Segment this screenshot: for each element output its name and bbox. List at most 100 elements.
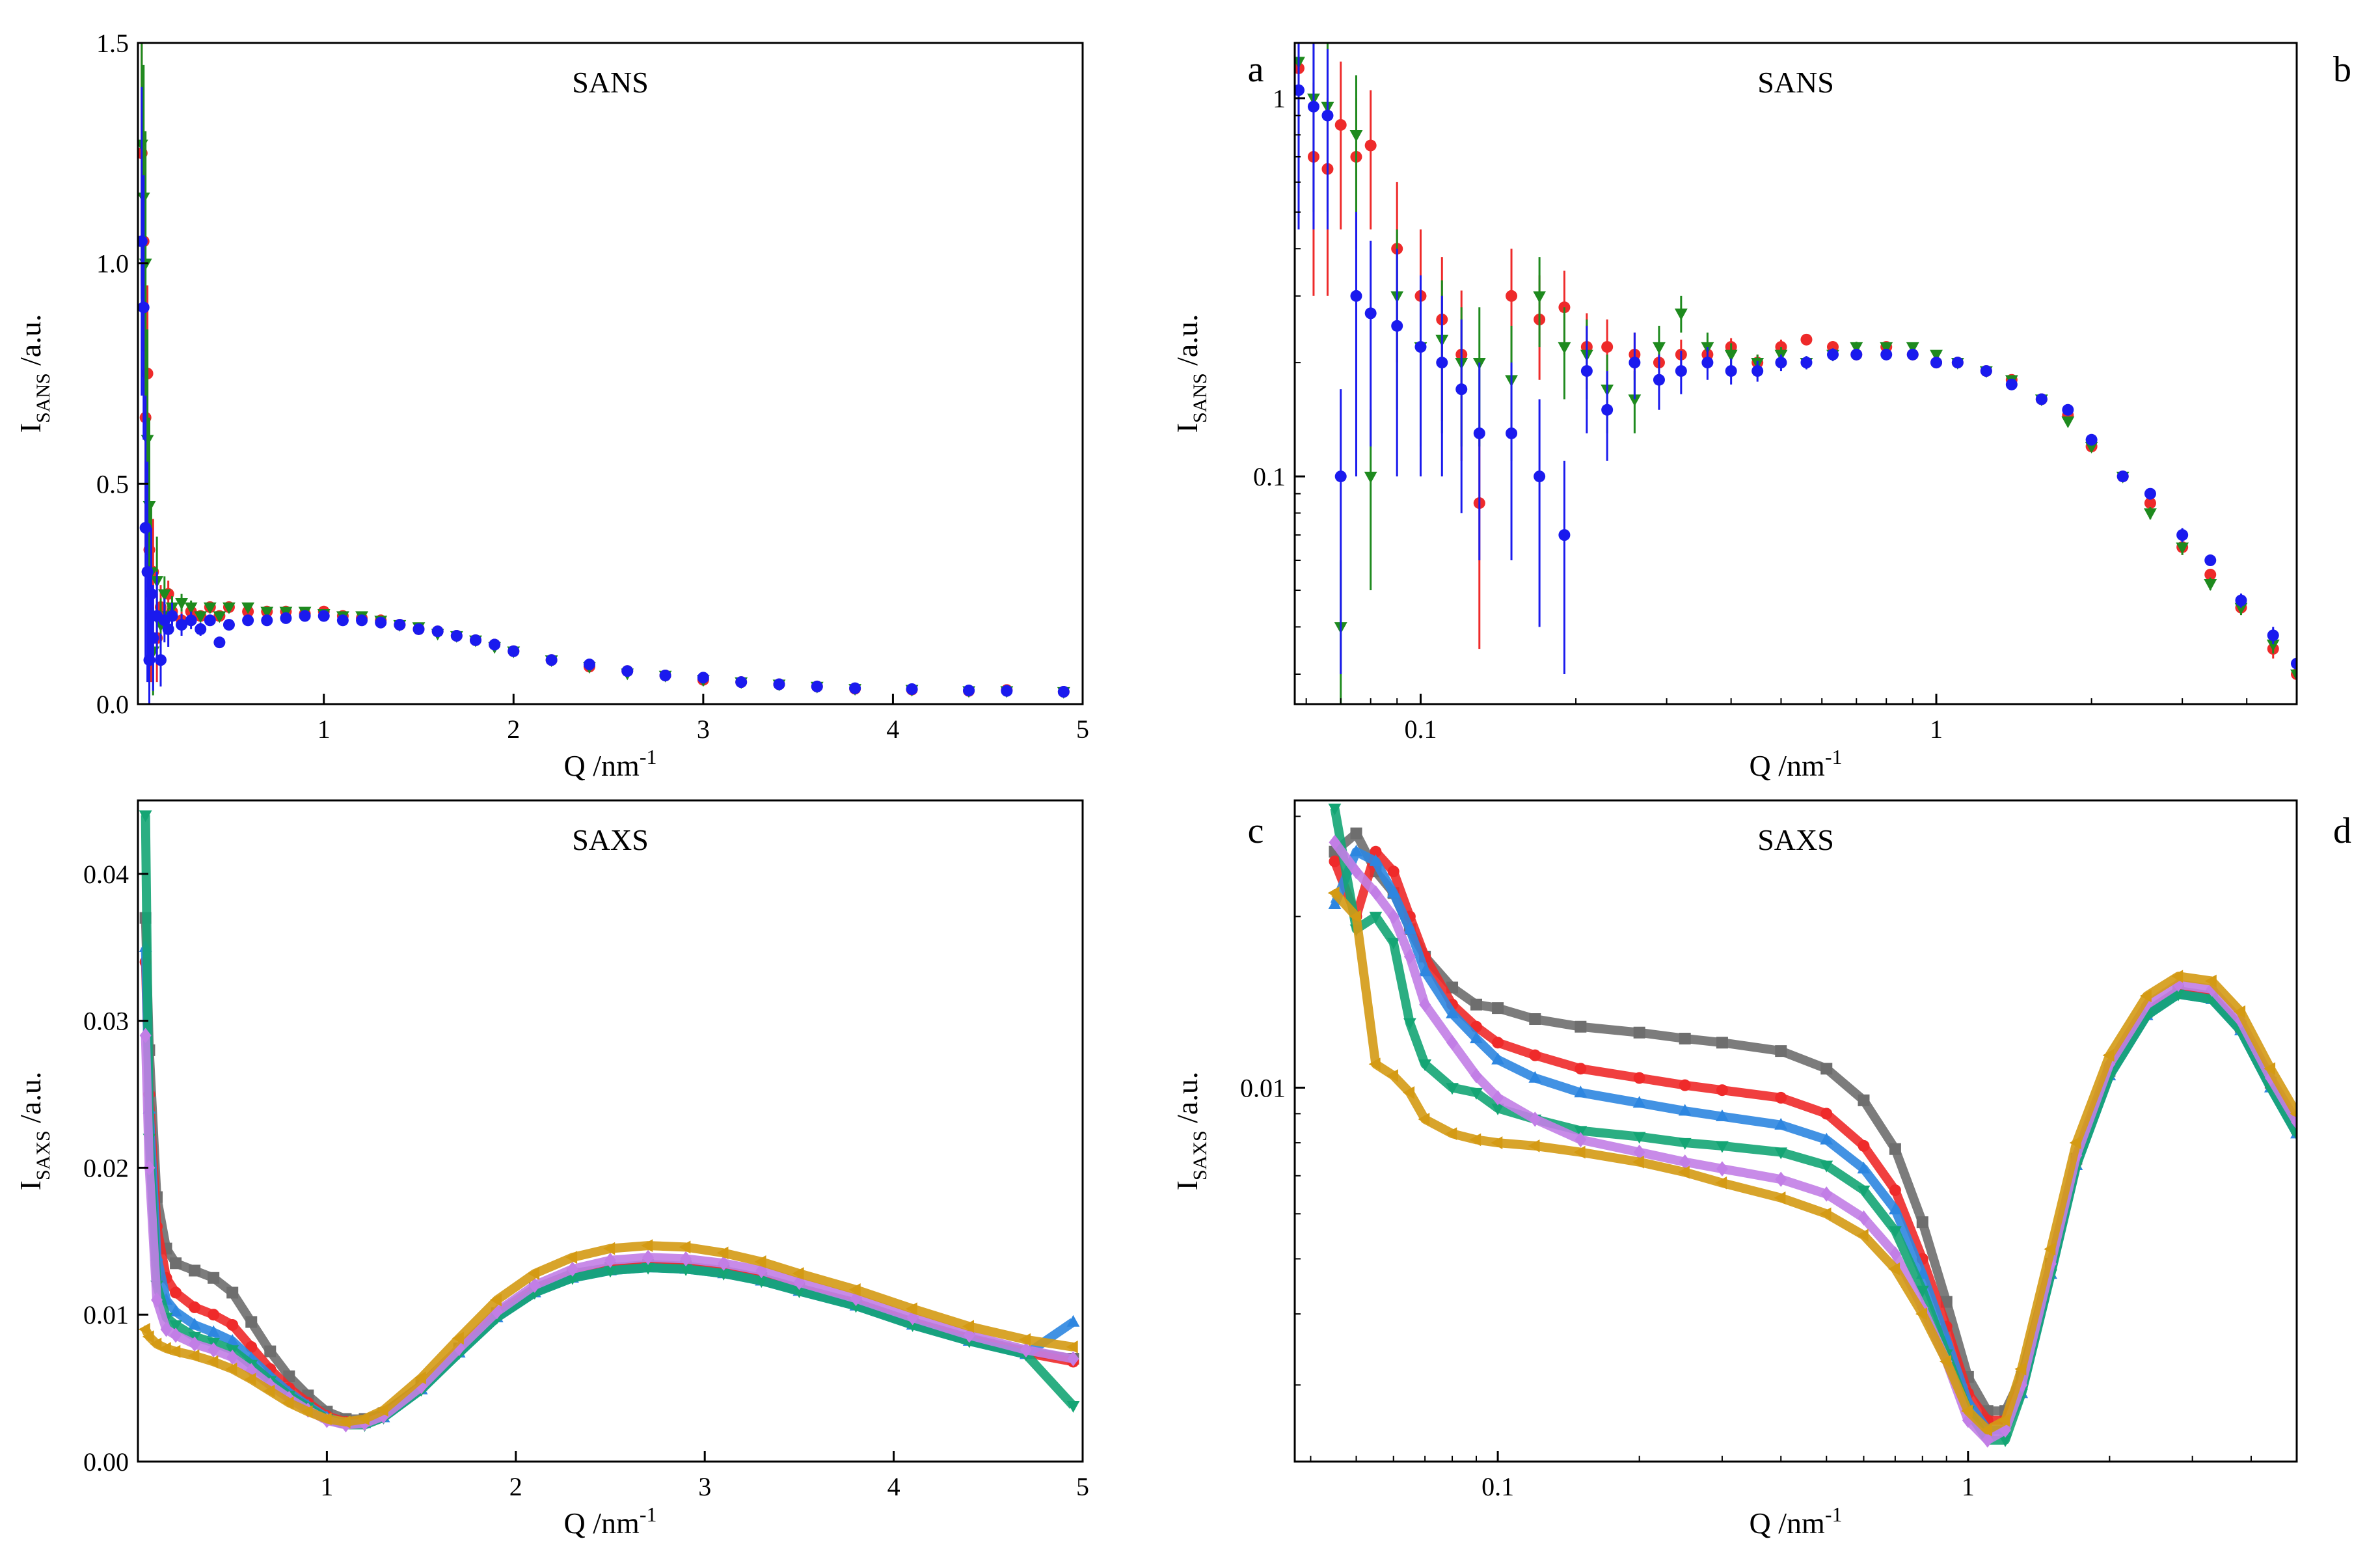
data-point	[260, 606, 274, 619]
data-point	[280, 612, 292, 624]
series-b-green	[1295, 43, 2297, 704]
data-point	[1850, 342, 1863, 354]
series-a-red	[138, 43, 1070, 698]
y-tick-label: 0.00	[83, 1447, 129, 1477]
data-point	[2062, 403, 2074, 416]
data-point	[1057, 686, 1070, 698]
data-point	[811, 680, 823, 692]
series-band	[1331, 828, 2297, 1416]
series-c-lightblue	[139, 940, 1080, 1428]
data-point	[185, 614, 197, 627]
x-axis-label-main: Q /nm	[1750, 1506, 1826, 1540]
data-point	[1455, 383, 1468, 396]
data-point	[1775, 357, 1787, 369]
plot-frame	[137, 799, 1084, 1463]
plot-frame	[1293, 799, 2298, 1463]
y-axis-label-rest: /a.u.	[14, 314, 47, 374]
y-tick-label: 0.0	[96, 690, 129, 719]
data-point	[2035, 393, 2048, 405]
x-tick-label: 1	[318, 715, 331, 744]
data-point	[1800, 333, 1813, 346]
data-point	[241, 602, 255, 614]
x-tick-label: 0.1	[1404, 715, 1437, 744]
y-tick-label: 0.01	[83, 1300, 129, 1329]
data-point	[1724, 349, 1738, 362]
series-b-red	[1295, 43, 2297, 686]
y-tick-label: 0.02	[83, 1153, 129, 1182]
y-tick-label: 1	[1273, 84, 1286, 113]
y-tick-label: 0.03	[83, 1007, 129, 1036]
series-b-blue	[1295, 43, 2297, 674]
data-point	[375, 616, 387, 629]
data-point	[1295, 84, 1305, 96]
data-point	[1906, 342, 1919, 354]
y-tick-label: 0.04	[83, 860, 129, 889]
x-tick-label: 0.1	[1481, 1472, 1514, 1501]
data-point	[1533, 291, 1547, 303]
x-tick-label: 4	[886, 715, 899, 744]
data-point	[2290, 669, 2297, 681]
data-point	[394, 619, 406, 631]
data-point	[1674, 308, 1688, 321]
data-point	[2085, 433, 2098, 446]
y-axis-label-main: I	[14, 423, 47, 433]
data-point	[2085, 441, 2098, 454]
data-point	[2144, 487, 2156, 500]
y-tick-label: 1.5	[96, 29, 129, 58]
x-tick-label: 1	[1962, 1472, 1975, 1501]
y-axis-label-sub: SAXS	[33, 1130, 54, 1180]
data-point	[184, 602, 198, 614]
y-axis-label-rest: /a.u.	[14, 1072, 47, 1131]
y-axis-label-sub: SAXS	[1189, 1130, 1211, 1180]
data-point	[2204, 554, 2217, 567]
data-point	[2176, 529, 2189, 541]
data-point	[1436, 357, 1448, 369]
x-tick-label: 2	[507, 715, 520, 744]
data-point	[1629, 357, 1641, 369]
series-a-green	[138, 43, 1070, 699]
y-axis-label-sub: SANS	[33, 373, 54, 423]
series-band	[141, 918, 1074, 1424]
x-axis-label: Q /nm-1	[564, 1503, 657, 1540]
plot-area-d	[1327, 803, 2297, 1448]
series-band	[141, 1035, 1074, 1430]
plot-title: SAXS	[572, 823, 649, 856]
x-tick-label: 3	[697, 715, 710, 744]
data-point	[1307, 100, 1319, 113]
data-point	[2061, 416, 2075, 428]
data-point	[203, 602, 217, 614]
plot-area-a	[138, 43, 1070, 704]
y-axis-label: ISAXS /a.u.	[1170, 1072, 1211, 1191]
data-point	[145, 588, 157, 600]
data-point	[489, 638, 501, 651]
y-tick-label: 0.1	[1253, 462, 1286, 491]
panel-letter: a	[1248, 49, 1264, 90]
data-point	[194, 611, 208, 623]
series-band	[141, 962, 1074, 1427]
data-point	[697, 672, 709, 684]
y-axis-label-rest: /a.u.	[1170, 1072, 1204, 1131]
data-point	[1295, 57, 1305, 69]
data-point	[2005, 378, 2018, 390]
data-point	[849, 682, 861, 694]
data-point	[336, 614, 349, 627]
series-c-gold	[138, 1239, 1078, 1428]
data-point	[223, 619, 235, 631]
data-point	[1364, 307, 1377, 320]
y-tick-label: 0.5	[96, 469, 129, 498]
x-axis-label: Q /nm-1	[564, 745, 657, 782]
series-a-blue	[138, 87, 1070, 704]
y-axis-label: ISANS /a.u.	[1170, 314, 1211, 433]
data-point	[299, 610, 311, 622]
data-point	[1391, 320, 1403, 332]
data-point	[1350, 290, 1362, 302]
data-point	[213, 611, 226, 623]
data-point	[1414, 341, 1427, 353]
data-point	[1800, 357, 1813, 369]
data-point	[659, 669, 671, 681]
data-point	[1558, 342, 1571, 354]
data-point	[356, 614, 368, 627]
